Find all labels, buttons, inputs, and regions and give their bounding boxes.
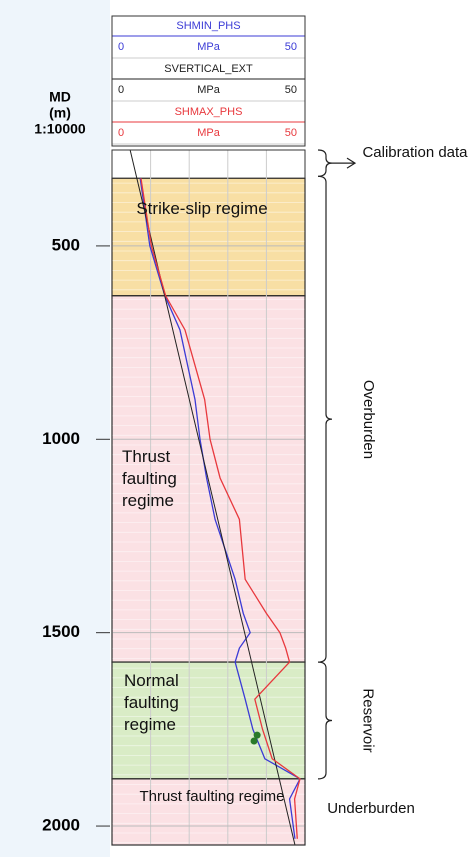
track-frame xyxy=(111,149,306,846)
zone-label: Thrust faulting regime xyxy=(139,787,285,805)
bracket xyxy=(317,175,333,663)
arrow-head xyxy=(346,157,357,169)
curve-name: SHMAX_PHS xyxy=(175,106,243,118)
zone-label: Thrust faulting regime xyxy=(122,446,177,510)
interval-label: Calibration data xyxy=(362,144,468,162)
curve-unit: MPa xyxy=(197,41,221,53)
curve-unit: MPa xyxy=(197,127,221,139)
calibration-point xyxy=(253,731,261,739)
y-tick-label: 2000 xyxy=(42,816,80,835)
curve-min: 0 xyxy=(118,41,124,53)
curve-min: 0 xyxy=(118,127,124,139)
curve-name: SVERTICAL_EXT xyxy=(164,63,253,75)
depth-unit: (m) xyxy=(49,105,71,121)
bracket xyxy=(317,661,333,780)
interval-label: Overburden xyxy=(359,379,377,459)
curve-name: SHMIN_PHS xyxy=(176,20,240,32)
depth-scale: 1:10000 xyxy=(34,121,86,137)
header-panel xyxy=(110,0,306,148)
y-tick-label: 1000 xyxy=(42,429,80,448)
curve-max: 50 xyxy=(285,84,297,96)
depth-panel xyxy=(0,0,110,857)
calibration-point xyxy=(250,737,258,745)
curve xyxy=(140,178,301,839)
depth-label: MD xyxy=(49,89,71,105)
zone-label: Normal faulting regime xyxy=(124,671,179,735)
bracket xyxy=(317,149,333,177)
interval-label: Reservoir xyxy=(359,688,377,753)
curve xyxy=(139,178,301,839)
header-frame xyxy=(111,15,306,147)
y-tick-label: 1500 xyxy=(42,622,80,641)
curve-max: 50 xyxy=(285,127,297,139)
interval-label: Underburden xyxy=(327,799,415,817)
curve-min: 0 xyxy=(118,84,124,96)
curve-max: 50 xyxy=(285,41,297,53)
curve-unit: MPa xyxy=(197,84,221,96)
y-tick-label: 500 xyxy=(52,235,80,254)
zone-label: Strike-slip regime xyxy=(136,199,268,219)
